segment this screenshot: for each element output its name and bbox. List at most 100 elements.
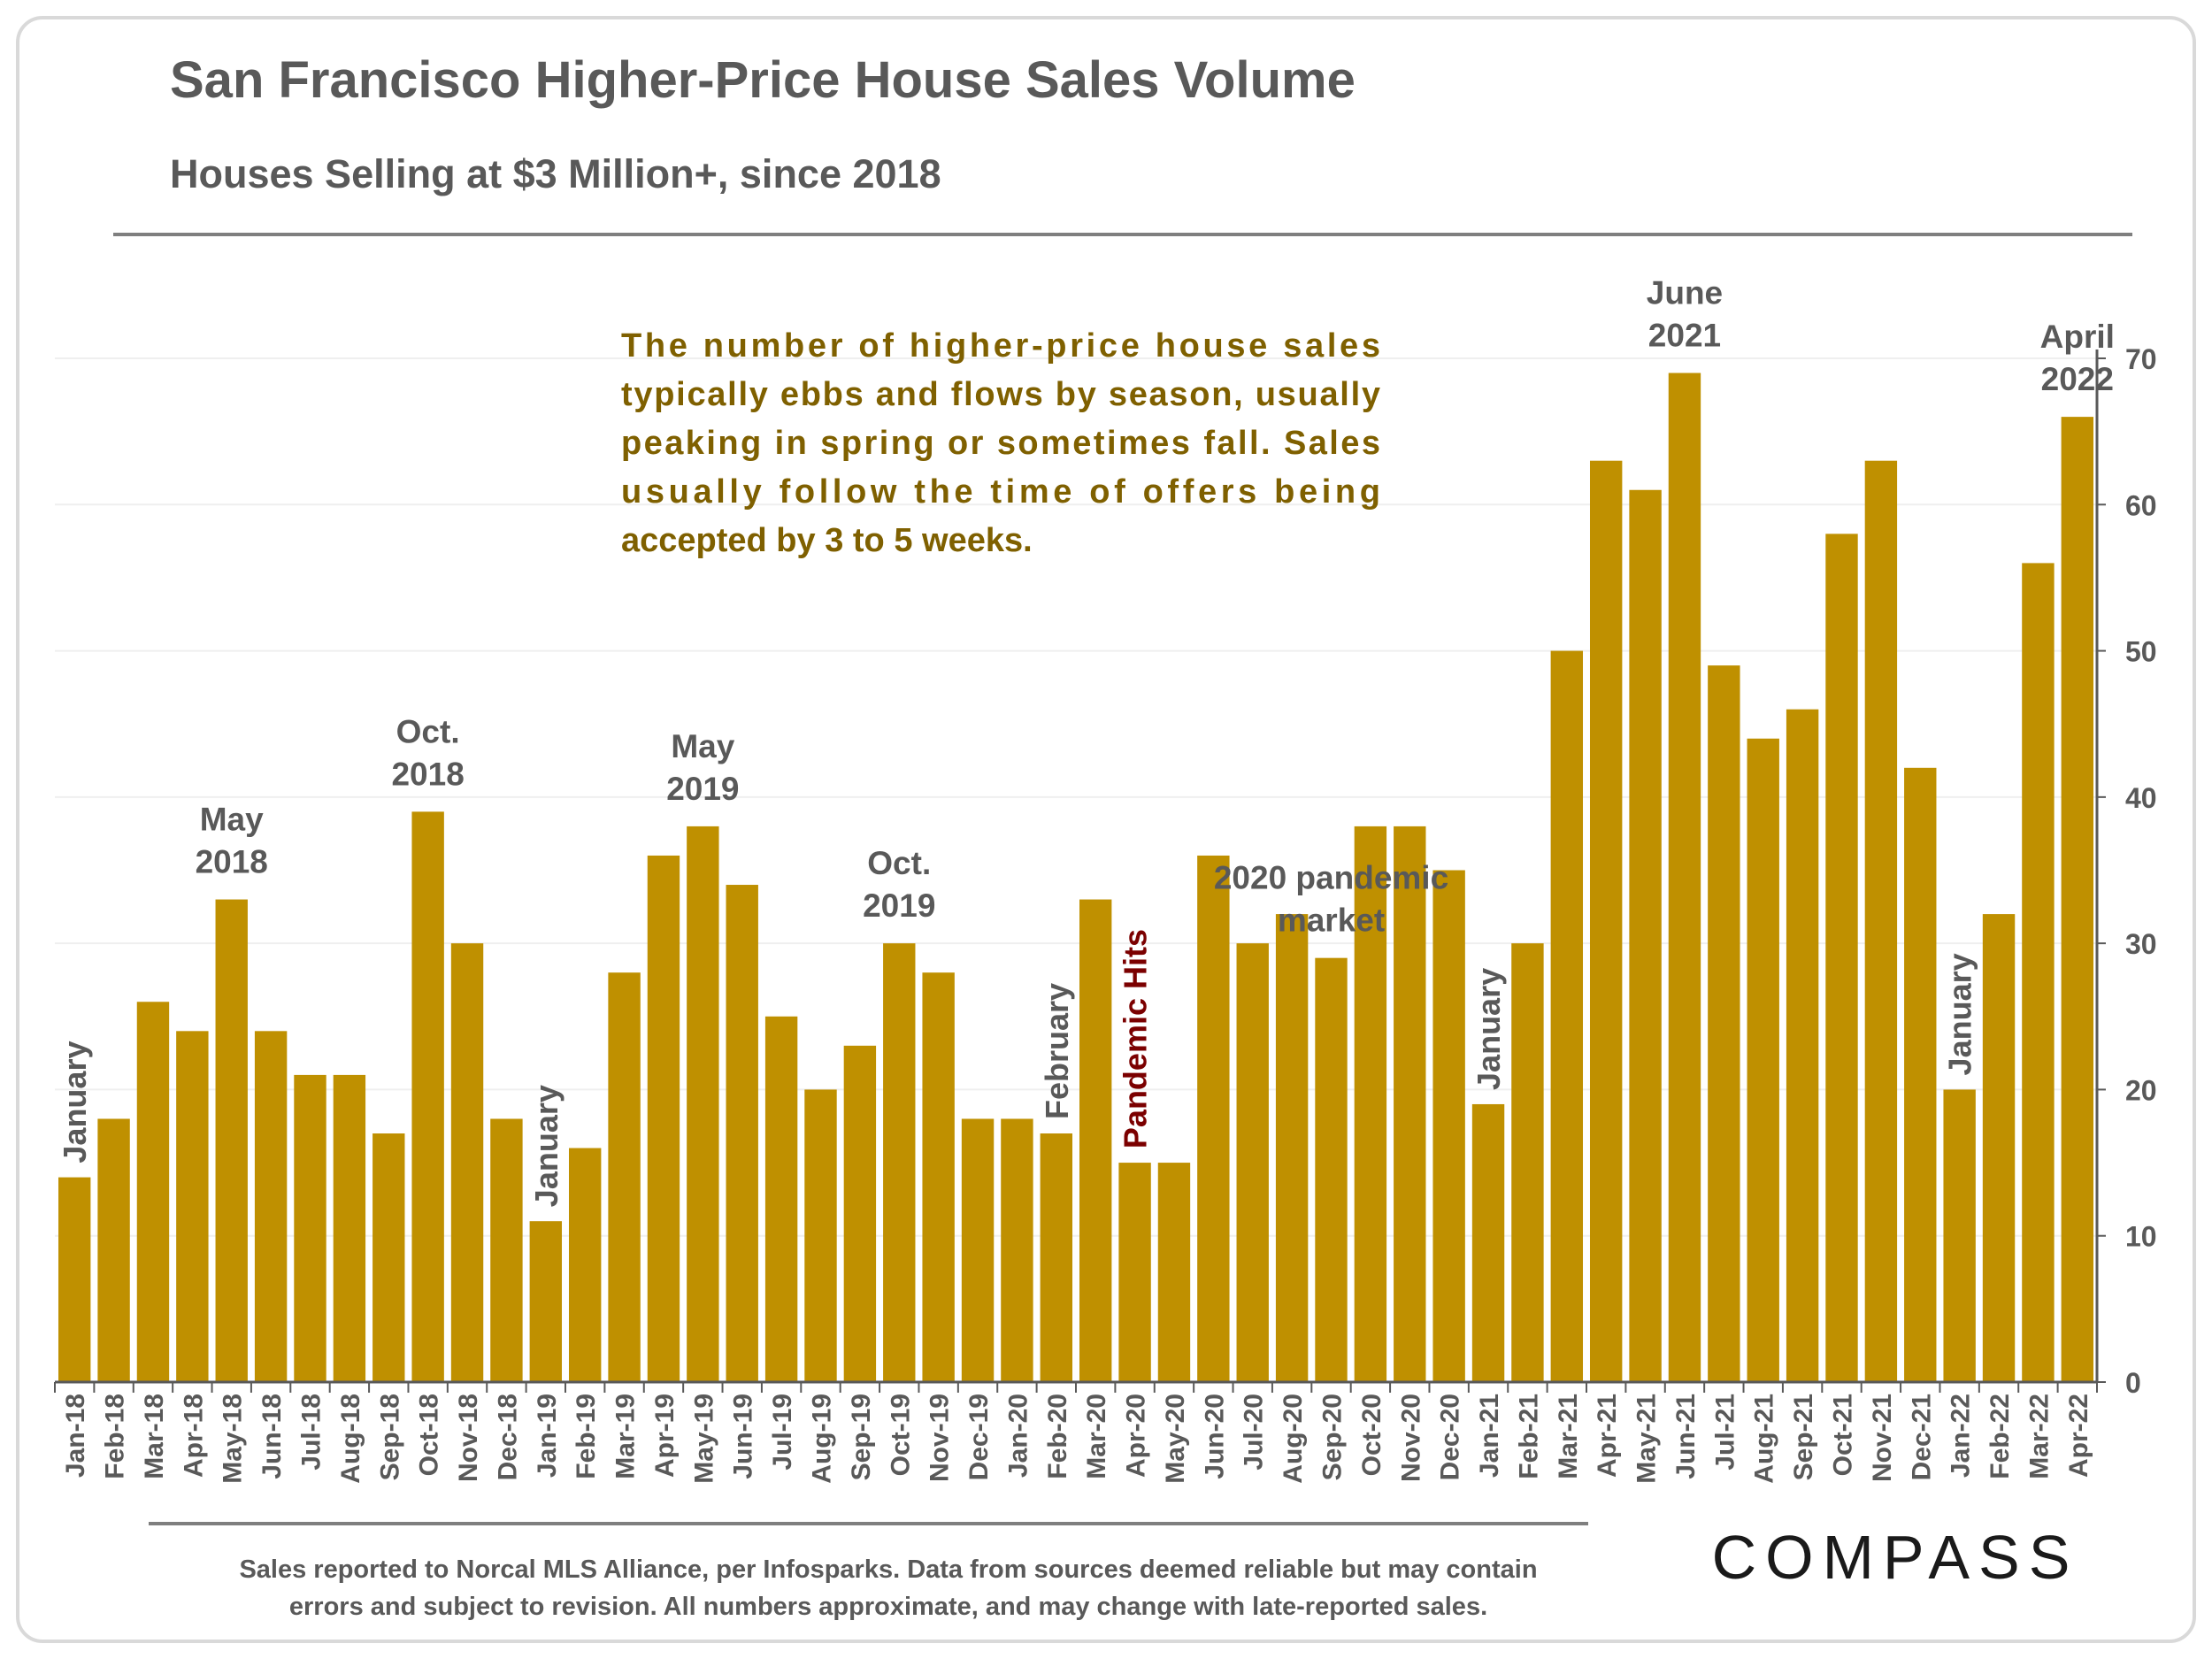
annotation-label: May xyxy=(671,728,734,764)
compass-logo: COMPASS xyxy=(1712,1523,2079,1592)
bars xyxy=(58,373,2094,1383)
annotation-label: 2022 xyxy=(2041,361,2114,397)
x-tick-label: Sep-19 xyxy=(847,1394,876,1480)
annotations: January May 2018 Oct. 2018 January May 2019 Oct.… xyxy=(57,275,2115,1208)
annotation-label: 2020 pandemic xyxy=(1214,860,1448,896)
x-tick-label: Aug-20 xyxy=(1279,1394,1308,1484)
bar-May-21 xyxy=(1629,489,1662,1382)
bar-Oct-19 xyxy=(883,943,916,1382)
bar-Feb-22 xyxy=(1982,914,2016,1382)
x-tick-label: Apr-22 xyxy=(2064,1394,2093,1478)
bar-Aug-20 xyxy=(1275,914,1309,1382)
annotation-label: 2018 xyxy=(196,844,268,880)
bar-Nov-20 xyxy=(1394,826,1426,1382)
bar-Jul-18 xyxy=(294,1074,326,1382)
x-tick-label: Dec-18 xyxy=(493,1394,522,1480)
bar-Aug-19 xyxy=(804,1089,837,1382)
description-line: peaking in spring or sometimes fall. Sal… xyxy=(621,425,1380,462)
x-tick-label: Aug-18 xyxy=(336,1394,365,1484)
x-tick-label: May-18 xyxy=(219,1394,248,1484)
x-tick-label: Jun-19 xyxy=(729,1394,758,1479)
x-tick-label: Nov-21 xyxy=(1868,1394,1897,1482)
bar-Jun-19 xyxy=(726,885,758,1382)
x-tick-label: Nov-20 xyxy=(1396,1394,1425,1482)
y-tick-label: 50 xyxy=(2125,636,2157,668)
x-tick-label: Oct-21 xyxy=(1829,1394,1858,1476)
footnote-line-2: errors and subject to revision. All numb… xyxy=(289,1593,1487,1621)
x-tick-label: Dec-21 xyxy=(1907,1394,1936,1480)
y-tick-label: 0 xyxy=(2125,1367,2141,1399)
annotation-label: May xyxy=(200,802,264,838)
x-tick-label: Jul-18 xyxy=(297,1394,326,1471)
annotation-label: Oct. xyxy=(396,713,460,749)
x-tick-label: Jan-21 xyxy=(1475,1394,1504,1478)
x-tick-label: Apr-21 xyxy=(1593,1394,1622,1478)
bar-Nov-19 xyxy=(922,972,955,1382)
annotation-label: 2021 xyxy=(1648,318,1721,354)
axes xyxy=(54,349,2106,1393)
annotation-label: January xyxy=(1471,968,1507,1090)
chart-title: San Francisco Higher-Price House Sales V… xyxy=(170,51,1356,109)
bar-Dec-18 xyxy=(490,1118,523,1382)
x-tick-label: Mar-19 xyxy=(611,1394,641,1479)
bar-Oct-20 xyxy=(1354,826,1387,1382)
bar-Sep-20 xyxy=(1315,957,1348,1382)
x-tick-label: Nov-19 xyxy=(926,1394,955,1482)
x-tick-label: Feb-22 xyxy=(1985,1394,2015,1479)
x-tick-label: Sep-20 xyxy=(1318,1394,1348,1480)
x-tick-label: May-21 xyxy=(1632,1394,1662,1484)
y-tick-label: 10 xyxy=(2125,1221,2157,1253)
x-tick-label: Apr-19 xyxy=(650,1394,680,1478)
x-tick-label: Jul-21 xyxy=(1710,1394,1740,1471)
x-tick-label: Sep-21 xyxy=(1789,1394,1818,1480)
annotation-label: April xyxy=(2040,319,2115,355)
annotation-label: January xyxy=(1942,953,1978,1075)
x-tick-label: Jan-20 xyxy=(1003,1394,1033,1478)
x-tick-label: Jul-19 xyxy=(768,1394,797,1471)
x-tick-label: Jan-18 xyxy=(61,1394,90,1478)
x-tick-label: Dec-20 xyxy=(1436,1394,1465,1480)
annotation-label: 2018 xyxy=(391,756,464,792)
bar-May-20 xyxy=(1157,1163,1191,1382)
bar-Jul-21 xyxy=(1708,665,1740,1382)
annotation-label: 2019 xyxy=(666,771,739,807)
x-tick-label: Mar-22 xyxy=(2024,1394,2054,1479)
annotation-label: January xyxy=(57,1041,93,1164)
y-tick-label: 70 xyxy=(2125,343,2157,375)
x-tick-label: Jan-19 xyxy=(533,1394,562,1478)
bar-Jun-18 xyxy=(254,1031,288,1382)
x-tick-label: Jun-21 xyxy=(1671,1394,1701,1479)
x-tick-label: Mar-18 xyxy=(140,1394,169,1479)
bar-Nov-21 xyxy=(1864,460,1898,1383)
x-tick-label: Jul-20 xyxy=(1240,1394,1269,1471)
annotation-label: Pandemic Hits xyxy=(1118,929,1154,1148)
x-tick-label: Apr-20 xyxy=(1122,1394,1151,1478)
bar-Apr-22 xyxy=(2061,417,2094,1383)
bar-Sep-18 xyxy=(373,1133,405,1382)
x-tick-label: May-19 xyxy=(689,1394,718,1484)
bar-May-18 xyxy=(215,899,248,1382)
y-tick-label: 20 xyxy=(2125,1074,2157,1106)
bar-Jan-21 xyxy=(1471,1103,1505,1382)
chart-subtitle: Houses Selling at $3 Million+, since 201… xyxy=(170,151,941,196)
footnote-line-1: Sales reported to Norcal MLS Alliance, p… xyxy=(239,1555,1537,1584)
bar-May-19 xyxy=(687,826,719,1382)
bar-Dec-21 xyxy=(1904,767,1937,1382)
bar-Jan-18 xyxy=(58,1177,91,1382)
bar-Jul-19 xyxy=(764,1016,798,1382)
x-tick-label: Oct-19 xyxy=(886,1394,915,1476)
bar-Sep-19 xyxy=(843,1045,877,1382)
x-tick-label: Mar-20 xyxy=(1082,1394,1111,1479)
y-tick-label: 30 xyxy=(2125,928,2157,960)
description-line: typically ebbs and flows by season, usua… xyxy=(621,376,1380,413)
x-tick-label: Oct-20 xyxy=(1357,1394,1386,1476)
x-tick-label: Jun-20 xyxy=(1200,1394,1229,1479)
x-tick-label: May-20 xyxy=(1161,1394,1190,1484)
bar-Mar-22 xyxy=(2022,563,2055,1382)
bar-Jun-20 xyxy=(1197,855,1230,1382)
x-tick-label: Feb-19 xyxy=(572,1394,601,1479)
x-tick-label: Oct-18 xyxy=(415,1394,444,1476)
bar-Apr-19 xyxy=(647,855,680,1382)
x-tick-label: Dec-19 xyxy=(964,1394,994,1480)
